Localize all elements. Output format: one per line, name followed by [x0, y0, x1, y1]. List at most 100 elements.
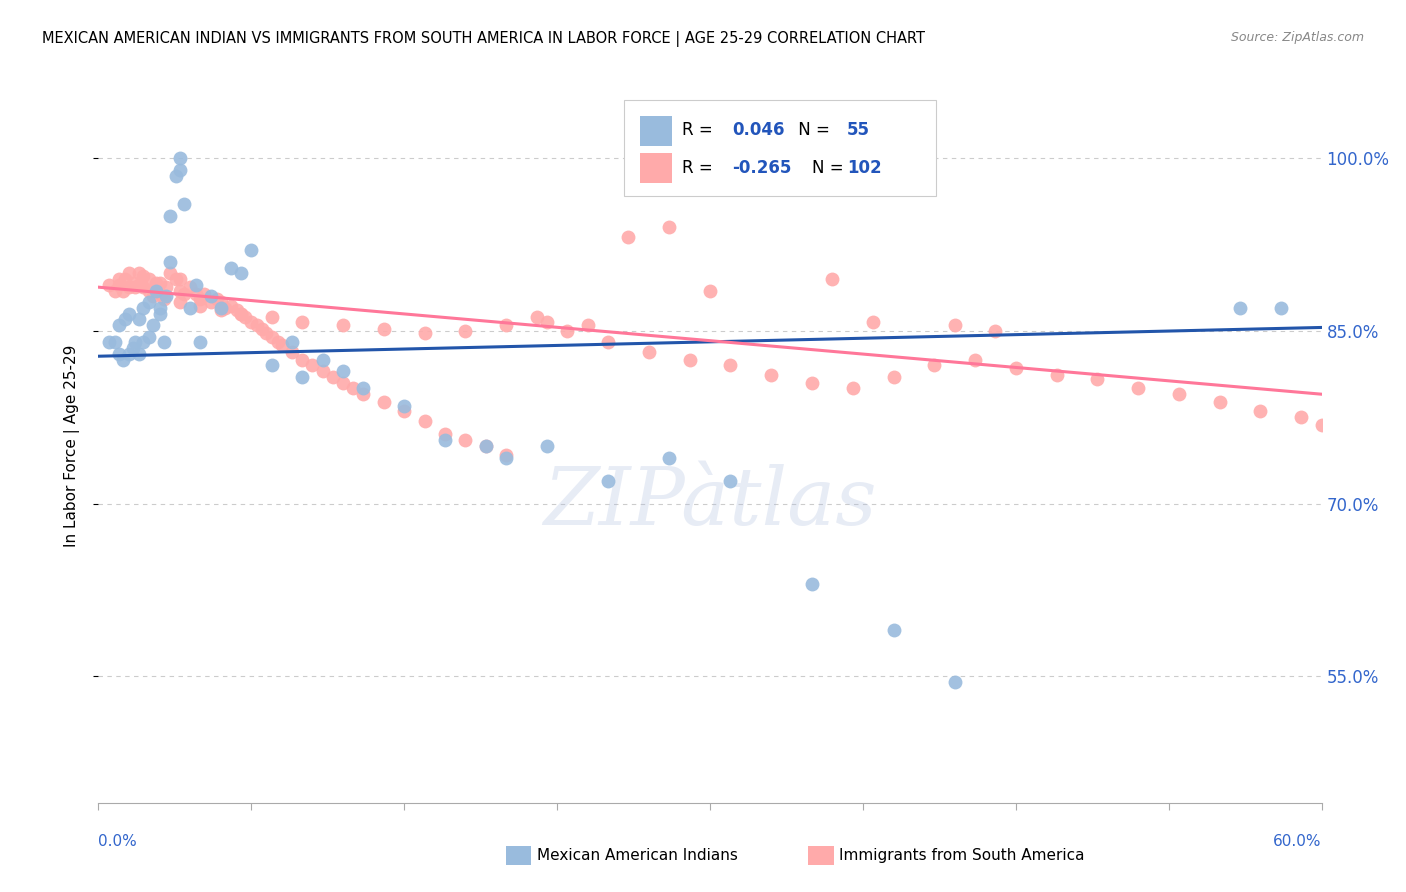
Point: [118, 280, 141, 294]
Point: [291, 370, 314, 384]
Point: [159, 209, 181, 223]
Point: [128, 277, 150, 292]
Point: [132, 280, 155, 294]
Point: [883, 370, 905, 384]
Text: 55: 55: [846, 121, 870, 139]
Point: [474, 439, 498, 453]
Point: [883, 623, 905, 637]
Point: [104, 335, 127, 350]
Point: [332, 318, 354, 333]
Point: [122, 341, 145, 355]
Point: [943, 675, 966, 690]
Point: [122, 276, 145, 290]
Point: [114, 272, 136, 286]
Point: [322, 370, 344, 384]
Point: [169, 151, 191, 165]
Point: [173, 287, 195, 301]
Point: [312, 364, 335, 378]
Point: [111, 352, 134, 367]
Point: [495, 450, 517, 465]
Point: [142, 289, 165, 303]
Point: [169, 162, 191, 177]
Point: [598, 474, 620, 488]
Point: [392, 404, 416, 418]
Point: [761, 368, 783, 382]
Point: [1167, 387, 1189, 401]
Point: [1085, 372, 1108, 386]
Point: [291, 315, 314, 329]
Point: [209, 295, 232, 310]
Point: [254, 326, 277, 341]
Point: [233, 310, 256, 324]
Point: [200, 295, 222, 310]
Point: [155, 280, 177, 294]
Text: ZIPàtlas: ZIPàtlas: [543, 465, 877, 541]
Point: [108, 347, 131, 361]
Point: [188, 292, 212, 306]
Point: [434, 427, 457, 442]
Point: [841, 381, 863, 395]
Point: [1229, 301, 1251, 315]
Point: [124, 335, 146, 350]
Point: [413, 326, 436, 341]
Point: [1004, 360, 1026, 375]
Point: [188, 335, 212, 350]
Point: [720, 474, 742, 488]
Point: [332, 376, 354, 390]
Text: Source: ZipAtlas.com: Source: ZipAtlas.com: [1230, 31, 1364, 45]
Point: [108, 318, 131, 333]
Point: [658, 220, 681, 235]
Point: [155, 289, 177, 303]
Point: [138, 295, 160, 310]
Point: [205, 292, 228, 306]
Point: [114, 312, 136, 326]
FancyBboxPatch shape: [624, 100, 936, 196]
Point: [373, 321, 395, 335]
Point: [240, 244, 263, 258]
Point: [138, 272, 160, 286]
Point: [128, 347, 150, 361]
Point: [1270, 301, 1292, 315]
Point: [495, 318, 517, 333]
Point: [128, 266, 150, 280]
Point: [638, 344, 661, 359]
Text: MEXICAN AMERICAN INDIAN VS IMMIGRANTS FROM SOUTH AMERICA IN LABOR FORCE | AGE 25: MEXICAN AMERICAN INDIAN VS IMMIGRANTS FR…: [42, 31, 925, 47]
Point: [434, 434, 457, 448]
Point: [536, 439, 558, 453]
Point: [231, 266, 253, 280]
Point: [118, 347, 141, 361]
Point: [342, 381, 364, 395]
Point: [179, 280, 201, 294]
Point: [474, 439, 498, 453]
Point: [281, 335, 304, 350]
Point: [240, 315, 263, 329]
Point: [291, 352, 314, 367]
Text: N =: N =: [811, 159, 848, 177]
Text: 102: 102: [846, 159, 882, 177]
Point: [281, 344, 304, 359]
Point: [250, 321, 273, 335]
Point: [193, 287, 215, 301]
Point: [352, 381, 374, 395]
Point: [159, 266, 181, 280]
Point: [392, 399, 416, 413]
Point: [922, 359, 945, 373]
Point: [679, 352, 702, 367]
Point: [1310, 418, 1333, 433]
Point: [658, 450, 681, 465]
Point: [801, 577, 824, 591]
Point: [231, 307, 253, 321]
Point: [108, 272, 131, 286]
Point: [1128, 381, 1150, 395]
Point: [260, 310, 283, 324]
Point: [149, 307, 172, 321]
Point: [984, 324, 1007, 338]
Point: [145, 276, 167, 290]
Point: [108, 277, 131, 292]
Point: [159, 255, 181, 269]
Point: [312, 352, 335, 367]
Point: [118, 266, 141, 280]
Point: [188, 299, 212, 313]
Point: [301, 359, 323, 373]
Point: [1291, 410, 1313, 425]
